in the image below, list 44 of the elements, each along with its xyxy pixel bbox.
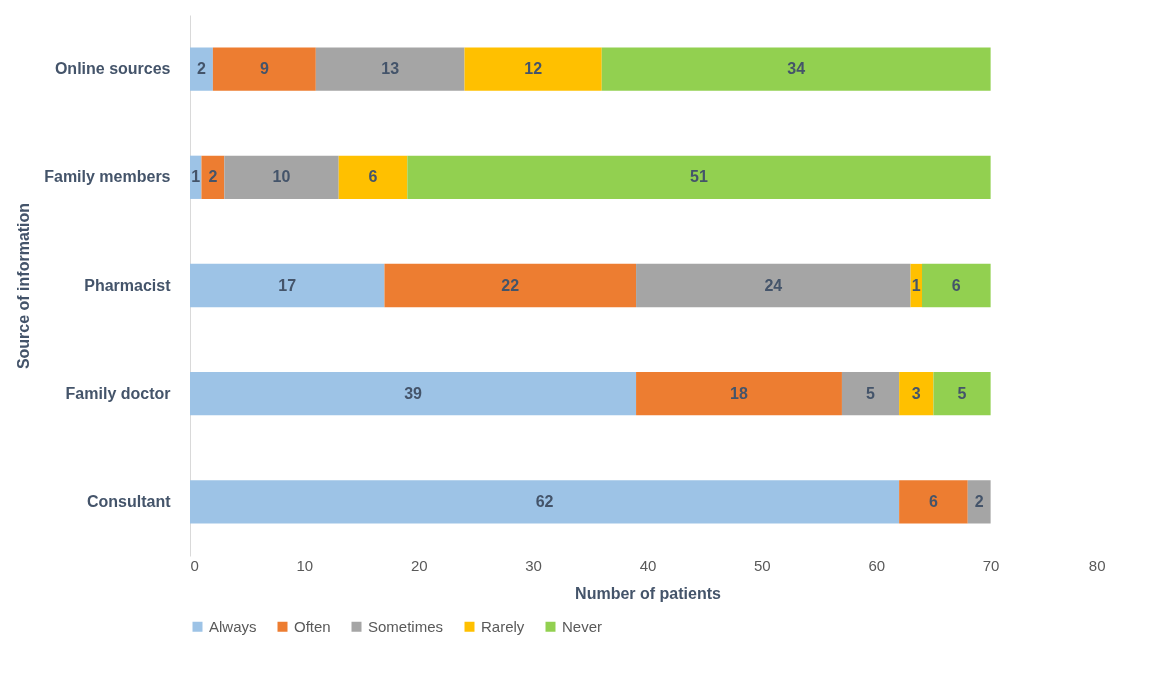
data-label: 17 — [278, 276, 297, 294]
y-tick-label: Family doctor — [65, 384, 171, 402]
data-label: 6 — [368, 168, 378, 186]
x-tick-label: 20 — [410, 556, 428, 574]
data-label: 12 — [524, 60, 543, 78]
data-label: 51 — [690, 168, 708, 186]
data-label: 62 — [535, 492, 554, 510]
data-label: 34 — [787, 60, 806, 78]
data-label: 5 — [866, 384, 876, 402]
data-label: 6 — [951, 276, 961, 294]
y-tick-label: Online sources — [54, 60, 171, 78]
data-label: 2 — [196, 60, 206, 78]
y-tick-label: Consultant — [86, 492, 172, 510]
x-tick-label: 40 — [639, 556, 657, 574]
legend-label: Rarely — [481, 617, 525, 635]
legend-label: Always — [209, 617, 257, 635]
data-label: 2 — [208, 168, 218, 186]
x-axis-title: Number of patients — [575, 584, 721, 602]
x-tick-label: 0 — [190, 556, 199, 574]
data-label: 39 — [404, 384, 423, 402]
data-label: 9 — [259, 60, 269, 78]
x-tick-label: 70 — [982, 556, 1000, 574]
data-label: 13 — [381, 60, 400, 78]
data-label: 22 — [501, 276, 520, 294]
x-tick-label: 30 — [525, 556, 542, 574]
data-label: 1 — [191, 168, 201, 186]
data-label: 3 — [911, 384, 921, 402]
legend-label: Never — [562, 617, 603, 635]
x-tick-label: 10 — [296, 556, 314, 574]
y-tick-label: Family members — [44, 168, 171, 186]
data-label: 24 — [764, 276, 783, 294]
data-label: 18 — [730, 384, 748, 402]
x-tick-label: 80 — [1088, 556, 1106, 574]
data-label: 2 — [974, 492, 984, 510]
legend-label: Often — [294, 617, 331, 635]
data-label: 6 — [928, 492, 938, 510]
y-axis-title: Source of information — [15, 202, 33, 370]
legend-label: Sometimes — [368, 617, 444, 635]
data-label: 5 — [957, 384, 967, 402]
x-tick-label: 60 — [868, 556, 886, 574]
data-label: 1 — [911, 276, 921, 294]
y-tick-label: Pharmacist — [84, 276, 172, 294]
x-tick-label: 50 — [754, 556, 771, 574]
data-label: 10 — [272, 168, 291, 186]
